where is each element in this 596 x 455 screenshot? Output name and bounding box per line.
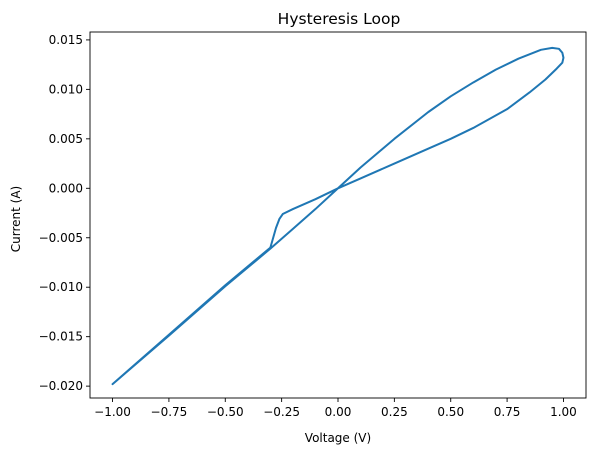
- x-tick-label: 0.75: [494, 405, 521, 419]
- y-axis-ticks: −0.020 −0.015 −0.010 −0.005 0.000 0.005 0.010 0…: [39, 33, 90, 393]
- x-tick-label: −0.25: [263, 405, 300, 419]
- x-tick-label: 1.00: [550, 405, 577, 419]
- y-tick-label: −0.010: [39, 280, 83, 294]
- chart-title: Hysteresis Loop: [278, 10, 401, 28]
- x-tick-label: 0.25: [381, 405, 408, 419]
- x-tick-label: 0.00: [325, 405, 352, 419]
- x-tick-label: 0.50: [437, 405, 464, 419]
- series-group: [111, 46, 565, 386]
- x-tick-label: −0.75: [151, 405, 188, 419]
- y-tick-label: 0.000: [49, 181, 83, 195]
- y-tick-label: −0.020: [39, 379, 83, 393]
- y-tick-label: 0.010: [49, 82, 83, 96]
- x-axis-ticks: −1.00 −0.75 −0.50 −0.25 0.00 0.25 0.50 0.75 1.00: [94, 398, 577, 419]
- x-tick-label: −0.50: [207, 405, 244, 419]
- y-tick-label: 0.015: [49, 33, 83, 47]
- plot-frame: [89, 31, 587, 399]
- x-axis-label: Voltage (V): [305, 431, 371, 445]
- y-tick-label: 0.005: [49, 132, 83, 146]
- y-tick-label: −0.015: [39, 330, 83, 344]
- series-line: [111, 46, 565, 386]
- y-axis-label: Current (A): [9, 186, 23, 252]
- y-tick-label: −0.005: [39, 231, 83, 245]
- x-tick-label: −1.00: [94, 405, 131, 419]
